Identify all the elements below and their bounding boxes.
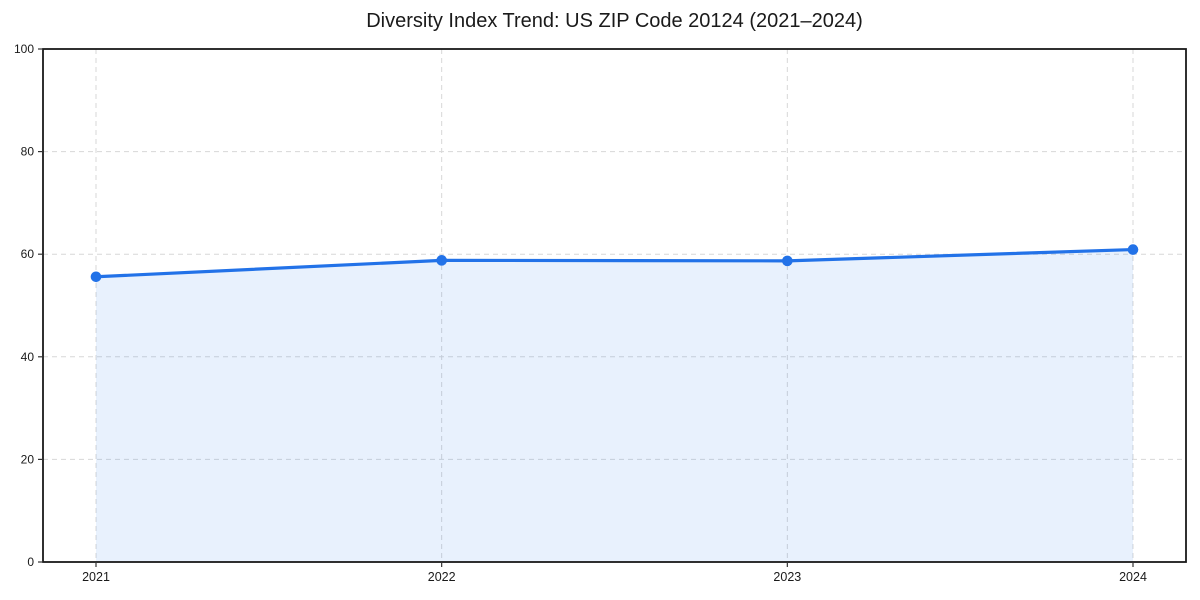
chart-title: Diversity Index Trend: US ZIP Code 20124… [366,10,863,32]
y-tick-label: 80 [21,145,35,159]
y-tick-label: 60 [21,247,35,261]
y-tick-label: 20 [21,452,35,466]
plot-border [42,48,1187,563]
x-tick-label: 2021 [82,570,110,584]
data-point-2022 [436,255,447,266]
data-point-2024 [1127,244,1139,255]
x-tick-label: 2022 [428,570,456,584]
data-point-2021 [90,271,102,283]
area-fill [96,249,1133,562]
x-tick-label: 2023 [773,570,801,584]
x-tick-label: 2024 [1119,570,1147,584]
y-tick-label: 40 [21,350,35,364]
y-tick-label: 100 [14,42,34,56]
trend-line [94,247,1135,279]
y-tick-label: 0 [27,555,34,569]
data-point-2023 [782,255,793,267]
